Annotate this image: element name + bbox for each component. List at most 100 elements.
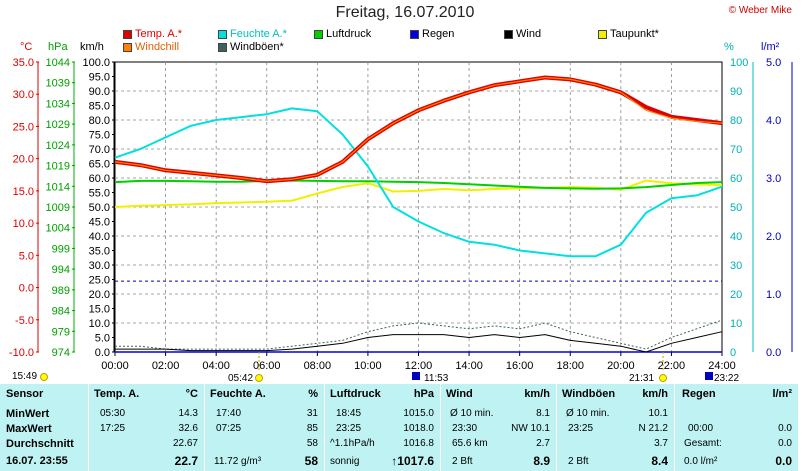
- temp-tick-label: 25.0: [13, 121, 34, 133]
- table-col-sensor: Sensor MinWert MaxWert Durchschnitt 16.0…: [0, 384, 89, 471]
- legend-item-taupunkt: Taupunkt*: [598, 28, 659, 40]
- legend-item-windchill: Windchill: [123, 41, 179, 53]
- press-head: Luftdruck: [330, 388, 381, 400]
- legend-swatch: [314, 29, 323, 39]
- weather-text: sonnig: [330, 456, 360, 467]
- gust-head: Windböen: [562, 388, 616, 400]
- wind-tick-label: 95.0: [89, 72, 110, 84]
- hum-avg-value: 58: [306, 438, 318, 449]
- press-tick-label: 1024: [46, 140, 70, 152]
- hum-tick-label: 100: [730, 57, 748, 69]
- hum-tick-label: 20: [730, 289, 742, 301]
- wind-tick-label: 70.0: [89, 144, 110, 156]
- temp-avg-value: 22.67: [172, 438, 198, 449]
- gust-r1a: Ø 10 min.: [566, 408, 610, 419]
- wind-r2a: 23:30: [452, 423, 478, 434]
- hum-abs-value: 11.72 g/m³: [214, 456, 262, 467]
- press-tick-label: 1029: [46, 119, 70, 131]
- press-tick-label: 994: [52, 264, 70, 276]
- time-tick-label: 18:00: [556, 360, 584, 372]
- press-tick-label: 1009: [46, 202, 70, 214]
- rain-tick-label: 2.0: [766, 231, 781, 243]
- temp-tick-label: 20.0: [13, 154, 34, 166]
- wind-tick-label: 0.0: [95, 347, 110, 359]
- chart-title: Freitag, 16.07.2010: [335, 4, 475, 21]
- wind-tick-label: 65.0: [89, 159, 110, 171]
- wind-r1b: 8.1: [536, 408, 550, 419]
- temp-tick-label: 30.0: [13, 89, 34, 101]
- gust-unit: km/h: [642, 388, 668, 400]
- wind-now-value: 8.9: [533, 454, 550, 468]
- legend-item-feuchte-a: Feuchte A.*: [218, 28, 287, 40]
- temp-min-value: 14.3: [178, 408, 198, 419]
- rain-tick-label: 1.0: [766, 289, 781, 301]
- noon-label: 11:53: [424, 373, 449, 384]
- legend-swatch: [123, 42, 132, 52]
- press-now-value: ↑1017.6: [391, 454, 434, 468]
- wind-tick-label: 25.0: [89, 275, 110, 287]
- sunrise-icon: [255, 374, 263, 382]
- wind-tick-label: 35.0: [89, 246, 110, 258]
- weather-chart: 35.0 30.0 25.0 20.0 15.0 10.0 5.0 0.0 -5.0 -10.0 1…: [9, 57, 793, 382]
- wind-tick-label: 30.0: [89, 260, 110, 272]
- wind-tick-label: 90.0: [89, 86, 110, 98]
- wind-tick-label: 85.0: [89, 101, 110, 113]
- legend-item-luftdruck: Luftdruck: [314, 28, 371, 40]
- table-col-temp: Temp. A. °C 05:30 14.3 17:25 32.6 22.67 …: [88, 384, 205, 471]
- row-now-label: 16.07. 23:55: [6, 455, 68, 467]
- hum-tick-label: 40: [730, 231, 742, 243]
- series-line-windchill: [114, 76, 723, 182]
- wind-tick-label: 60.0: [89, 173, 110, 185]
- press-min-time: 18:45: [336, 408, 362, 419]
- temp-tick-label: 35.0: [13, 57, 34, 69]
- temp-now-value: 22.7: [174, 454, 198, 468]
- press-tick-label: 979: [52, 326, 70, 338]
- legend-label: Taupunkt*: [610, 28, 659, 40]
- hum-tick-label: 60: [730, 173, 742, 185]
- press-tick-label: 1019: [46, 161, 70, 173]
- press-tick-label: 1004: [46, 223, 70, 235]
- rain-r3a: Gesamt:: [684, 438, 722, 449]
- gust-r4a: 2 Bft: [568, 456, 589, 467]
- series-line-luftdruck: [114, 179, 723, 190]
- hum-head: Feuchte A.: [210, 388, 266, 400]
- legend-label: Wind: [516, 28, 542, 40]
- rain-now-value: 0.0: [775, 454, 792, 468]
- legend-swatch: [218, 42, 227, 52]
- press-tick-label: 1044: [46, 57, 70, 69]
- rain-unit-label: l/m²: [761, 41, 780, 53]
- time-tick-label: 12:00: [405, 360, 433, 372]
- press-avg-value: 1016.8: [403, 438, 434, 449]
- wind-tick-label: 40.0: [89, 231, 110, 243]
- sunset-label: 21:31: [629, 373, 655, 384]
- time-tick-label: 22:00: [658, 360, 686, 372]
- hum-tick-label: 50: [730, 202, 742, 214]
- series-line-windböen: [115, 319, 723, 350]
- table-head-sensor: Sensor: [6, 388, 44, 400]
- press-tick-label: 974: [52, 347, 70, 359]
- hum-tick-label: 90: [730, 86, 742, 98]
- rain-r3b: 0.0: [778, 438, 792, 449]
- wind-tick-label: 20.0: [89, 289, 110, 301]
- table-col-press: Luftdruck hPa 18:45 1015.0 23:25 1018.0 …: [324, 384, 441, 471]
- legend-label: Temp. A.*: [135, 28, 183, 40]
- hum-max-time: 07:25: [216, 423, 242, 434]
- rain-tick-label: 4.0: [766, 115, 781, 127]
- rain-r4a: 0.0 l/m²: [684, 456, 718, 467]
- stats-table: Sensor MinWert MaxWert Durchschnitt 16.0…: [0, 384, 798, 471]
- wind-r3a: 65.6 km: [452, 438, 488, 449]
- press-trend: ^1.1hPa/h: [330, 438, 375, 449]
- press-min-value: 1015.0: [403, 408, 434, 419]
- row-max-label: MaxWert: [6, 423, 52, 435]
- table-col-gust: Windböen km/h Ø 10 min. 10.1 23:25 N 21.…: [556, 384, 675, 471]
- hum-tick-label: 70: [730, 144, 742, 156]
- time-tick-label: 14:00: [455, 360, 483, 372]
- rain-tick-label: 0.0: [766, 347, 781, 359]
- time-tick-label: 08:00: [304, 360, 332, 372]
- hum-tick-label: 30: [730, 260, 742, 272]
- press-tick-label: 989: [52, 285, 70, 297]
- temp-unit: °C: [185, 388, 198, 400]
- temp-tick-label: 5.0: [19, 250, 34, 262]
- series-line-taupunkt: [114, 179, 723, 208]
- hum-tick-label: 10: [730, 318, 742, 330]
